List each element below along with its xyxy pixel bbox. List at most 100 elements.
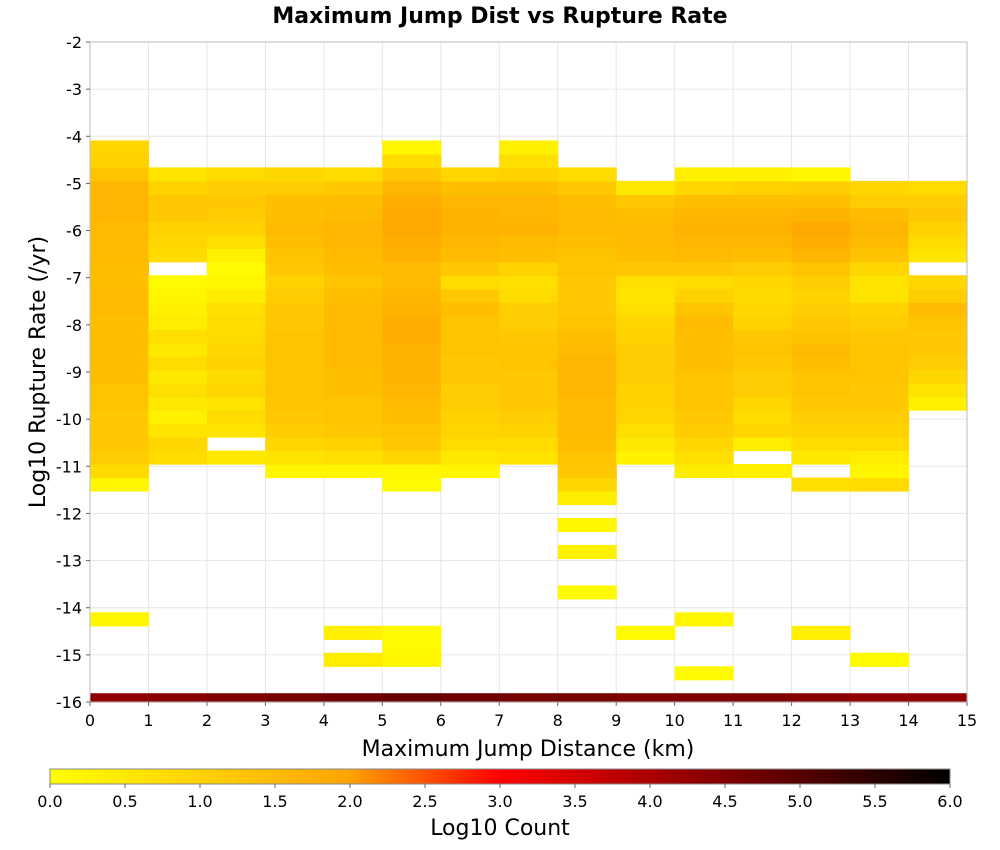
heatmap-cell [499, 396, 559, 411]
y-tick-label: -4 [66, 127, 82, 146]
heatmap-cell [382, 437, 442, 452]
heatmap-cell [674, 464, 734, 479]
heatmap-cell [733, 356, 793, 371]
heatmap-cell [674, 302, 734, 317]
colorbar-label: Log10 Count [430, 816, 570, 841]
heatmap-cell [440, 261, 500, 276]
x-tick-label: 8 [553, 711, 563, 730]
heatmap-cell [206, 180, 266, 195]
heatmap-cell [733, 383, 793, 398]
heatmap-cell [674, 167, 734, 182]
heatmap-cell [206, 369, 266, 384]
heatmap-cell [733, 423, 793, 438]
heatmap-cell [499, 234, 559, 249]
heatmap-cell [148, 194, 208, 209]
heatmap-cell [733, 369, 793, 384]
heatmap-cell [382, 693, 442, 703]
heatmap-cell [616, 288, 676, 303]
heatmap-cell [440, 369, 500, 384]
heatmap-cell [557, 261, 617, 276]
heatmap-cell [265, 383, 325, 398]
heatmap-cell [791, 234, 851, 249]
heatmap-cell [616, 693, 676, 703]
heatmap-cell [557, 369, 617, 384]
heatmap-cell [206, 248, 266, 263]
heatmap-cell [265, 450, 325, 465]
x-tick-label: 6 [436, 711, 446, 730]
heatmap-cell [908, 234, 968, 249]
heatmap-cell [90, 693, 150, 703]
heatmap-cell [499, 356, 559, 371]
heatmap-cell [148, 396, 208, 411]
heatmap-cell [440, 329, 500, 344]
heatmap-cell [440, 207, 500, 222]
heatmap-cell [733, 275, 793, 290]
heatmap-cell [499, 248, 559, 263]
colorbar-tick-label: 4.5 [712, 792, 737, 811]
heatmap-cell [382, 194, 442, 209]
heatmap-cell [382, 410, 442, 425]
heatmap-cell [908, 207, 968, 222]
heatmap-cell [499, 167, 559, 182]
heatmap-cell [557, 396, 617, 411]
heatmap-cell [908, 693, 968, 703]
heatmap-cell [850, 396, 910, 411]
heatmap-cell [323, 234, 383, 249]
heatmap-cell [791, 625, 851, 640]
heatmap-cell [850, 477, 910, 492]
y-axis-label: Log10 Rupture Rate (/yr) [26, 236, 51, 508]
y-tick-label: -16 [56, 693, 82, 712]
heatmap-cell [323, 207, 383, 222]
heatmap-cell [557, 194, 617, 209]
heatmap-cell [557, 544, 617, 560]
heatmap-cell [850, 275, 910, 290]
y-tick-label: -11 [56, 457, 82, 476]
colorbar-tick-label: 6.0 [937, 792, 962, 811]
heatmap-cell [733, 221, 793, 236]
heatmap-cell [791, 356, 851, 371]
heatmap-cell [323, 410, 383, 425]
heatmap-cell [265, 342, 325, 357]
heatmap-cell [499, 261, 559, 276]
heatmap-cell [90, 612, 150, 627]
heatmap-cell [674, 693, 734, 703]
heatmap-cell [382, 261, 442, 276]
heatmap-cell [323, 437, 383, 452]
y-tick-label: -15 [56, 646, 82, 665]
heatmap-cell [265, 329, 325, 344]
heatmap-cell [148, 356, 208, 371]
heatmap-cell [148, 369, 208, 384]
heatmap-cell [499, 207, 559, 222]
y-tick-label: -9 [66, 363, 82, 382]
heatmap-cell [148, 248, 208, 263]
heatmap-cell [791, 194, 851, 209]
heatmap-cell [908, 194, 968, 209]
heatmap-cell [323, 450, 383, 465]
heatmap-cell [323, 167, 383, 182]
x-tick-label: 1 [143, 711, 153, 730]
heatmap-cell [206, 234, 266, 249]
heatmap-cell [557, 167, 617, 182]
x-tick-label: 2 [202, 711, 212, 730]
heatmap-cell [148, 450, 208, 465]
heatmap-cell [733, 437, 793, 452]
heatmap-cell [382, 477, 442, 492]
heatmap-cell [382, 383, 442, 398]
heatmap-cell [733, 302, 793, 317]
heatmap-cell [148, 342, 208, 357]
heatmap-cell [265, 315, 325, 330]
heatmap-cell [382, 369, 442, 384]
heatmap-cell [323, 315, 383, 330]
heatmap-cell [206, 693, 266, 703]
heatmap-cell [557, 693, 617, 703]
heatmap-cell [499, 383, 559, 398]
heatmap-cell [440, 180, 500, 195]
heatmap-cell [616, 315, 676, 330]
heatmap-cell [908, 396, 968, 411]
heatmap-cell [674, 450, 734, 465]
heatmap-cell [733, 342, 793, 357]
heatmap-cell [440, 167, 500, 182]
heatmap-cell [499, 437, 559, 452]
heatmap-cell [148, 329, 208, 344]
